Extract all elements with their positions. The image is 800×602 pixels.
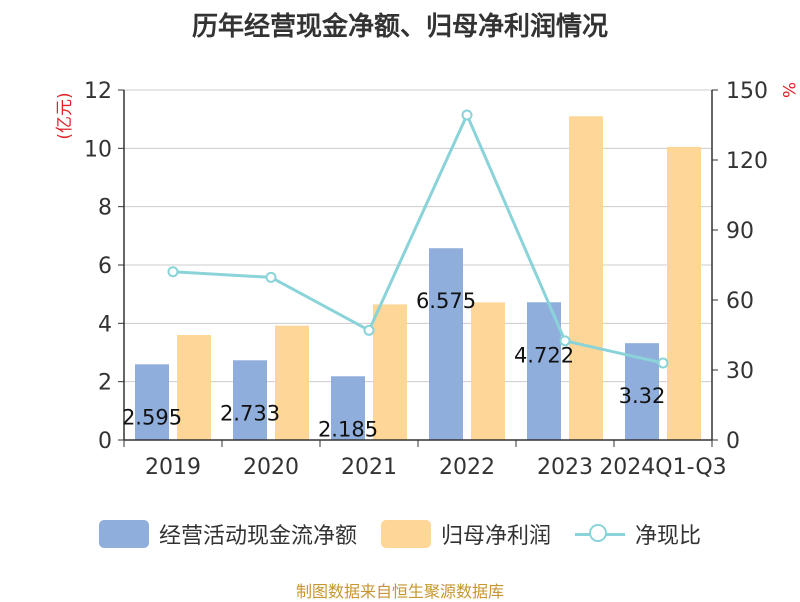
ratio-point bbox=[265, 271, 277, 283]
bar-profit bbox=[275, 325, 309, 440]
legend-label-profit: 归母净利润 bbox=[440, 524, 551, 549]
legend-label-cash: 经营活动现金流净额 bbox=[158, 524, 357, 549]
data-label-cash: 3.32 bbox=[619, 384, 666, 408]
data-labels: 2.595 2.733 2.185 6.575 4.722 3.32 bbox=[122, 289, 665, 441]
x-tick-label: 2020 bbox=[243, 455, 299, 480]
legend-item-ratio[interactable]: 净现比 bbox=[575, 518, 701, 550]
data-label-cash: 2.595 bbox=[122, 405, 182, 429]
legend-item-profit[interactable]: 归母净利润 bbox=[380, 518, 551, 550]
legend: 经营活动现金流净额 归母净利润 净现比 bbox=[0, 518, 800, 550]
ratio-line bbox=[167, 109, 669, 369]
y-right-unit: % bbox=[778, 82, 798, 98]
y-left-tick-label: 8 bbox=[98, 196, 112, 221]
y-right-tick-label: 0 bbox=[726, 429, 740, 454]
grid-lines bbox=[124, 89, 712, 383]
source-note: 制图数据来自恒生聚源数据库 bbox=[295, 582, 504, 601]
ratio-point bbox=[167, 266, 179, 278]
data-label-cash: 6.575 bbox=[416, 289, 476, 313]
y-left-tick-label: 4 bbox=[98, 312, 112, 337]
y-left-tick-label: 6 bbox=[98, 254, 112, 279]
ratio-point bbox=[657, 357, 669, 369]
bar-cash bbox=[233, 360, 267, 440]
y-right-tick-label: 30 bbox=[726, 359, 754, 384]
x-tick-label: 2022 bbox=[439, 455, 495, 480]
data-label-cash: 4.722 bbox=[514, 343, 574, 367]
ratio-polyline bbox=[172, 111, 664, 365]
bar-profit bbox=[373, 304, 407, 440]
bar-profit bbox=[177, 335, 211, 440]
y-left-tick-label: 12 bbox=[84, 79, 112, 104]
y-right-tick-label: 120 bbox=[726, 149, 768, 174]
data-label-cash: 2.733 bbox=[220, 401, 280, 425]
x-tick-label: 2023 bbox=[537, 455, 593, 480]
chart-title: 历年经营现金净额、归母净利润情况 bbox=[191, 12, 608, 42]
y-left-tick-label: 0 bbox=[98, 429, 112, 454]
legend-item-cash[interactable]: 经营活动现金流净额 bbox=[98, 518, 357, 550]
bars bbox=[135, 116, 701, 440]
ratio-point bbox=[363, 324, 375, 336]
legend-swatch-ratio bbox=[575, 520, 625, 548]
ratio-point bbox=[461, 109, 473, 121]
legend-swatch-profit bbox=[380, 520, 431, 548]
y-right-tick-label: 150 bbox=[726, 79, 768, 104]
y-right-tick-label: 60 bbox=[726, 289, 754, 314]
bar-cash bbox=[331, 376, 365, 440]
y-right-tick-label: 90 bbox=[726, 219, 754, 244]
bar-profit bbox=[569, 116, 603, 440]
y-left-tick-label: 2 bbox=[98, 371, 112, 396]
bar-profit bbox=[471, 302, 505, 440]
legend-swatch-cash bbox=[98, 520, 149, 548]
y-left-tick-label: 10 bbox=[84, 137, 112, 162]
bar-cash bbox=[429, 248, 463, 440]
bar-cash bbox=[527, 302, 561, 440]
bar-profit bbox=[667, 146, 701, 440]
x-tick-label: 2021 bbox=[341, 455, 397, 480]
data-label-cash: 2.185 bbox=[318, 417, 378, 441]
bar-cash bbox=[135, 364, 169, 440]
x-tick-label: 2019 bbox=[145, 455, 201, 480]
ratio-point bbox=[559, 335, 571, 347]
legend-label-ratio: 净现比 bbox=[635, 524, 702, 549]
x-tick-label: 2024Q1-Q3 bbox=[599, 455, 726, 480]
y-left-unit: (亿元) bbox=[55, 92, 75, 139]
